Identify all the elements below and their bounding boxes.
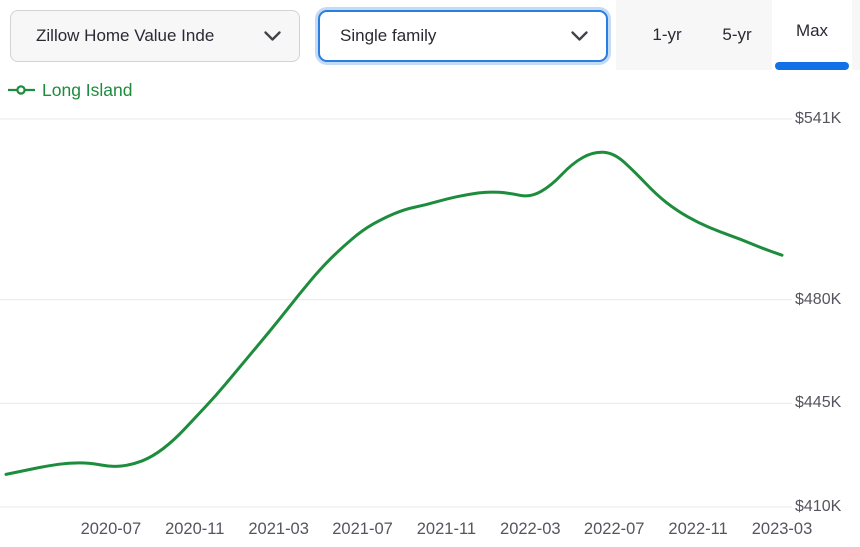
- chevron-down-icon: [264, 30, 281, 41]
- toolbar: Zillow Home Value Inde Single family 1-y…: [0, 0, 860, 70]
- metric-dropdown-value: Zillow Home Value Inde: [36, 26, 215, 45]
- x-axis-label: 2021-11: [416, 520, 477, 538]
- metric-dropdown[interactable]: Zillow Home Value Inde: [10, 10, 300, 62]
- y-axis-label: $410K: [795, 498, 842, 515]
- x-axis-label: 2022-11: [668, 520, 728, 538]
- home-type-dropdown-value: Single family: [340, 26, 437, 45]
- x-axis-label: 2020-11: [165, 520, 225, 538]
- tab-1yr[interactable]: 1-yr: [632, 0, 702, 70]
- legend-label: Long Island: [42, 79, 133, 100]
- x-axis-label: 2021-03: [248, 520, 309, 538]
- tab-5yr[interactable]: 5-yr: [702, 0, 772, 70]
- x-axis-label: 2020-07: [80, 520, 142, 538]
- y-axis-label: $480K: [795, 290, 842, 308]
- tab-5yr-label: 5-yr: [722, 25, 752, 44]
- y-axis-label: $541K: [795, 110, 842, 127]
- x-axis-label: 2022-03: [500, 520, 561, 538]
- y-axis-label: $445K: [795, 394, 842, 412]
- series-line-marker-icon: [8, 85, 35, 95]
- active-tab-underline: [775, 62, 849, 70]
- series-line-long-island[interactable]: [4, 150, 784, 476]
- x-axis-label: 2022-07: [583, 520, 645, 538]
- legend-item-long-island[interactable]: Long Island: [8, 78, 133, 102]
- range-tabs: 1-yr 5-yr Max: [616, 0, 860, 70]
- chart-area: Long Island $541K $480K $445K $410K 2020…: [0, 70, 860, 547]
- line-chart-svg: [0, 118, 792, 508]
- tab-max[interactable]: Max: [772, 0, 852, 70]
- x-axis-label: 2021-07: [332, 520, 393, 538]
- x-axis-label: 2023-03: [751, 520, 813, 538]
- tab-max-label: Max: [795, 21, 829, 40]
- tab-1yr-label: 1-yr: [652, 25, 682, 44]
- home-type-dropdown[interactable]: Single family: [318, 10, 608, 62]
- chevron-down-icon: [571, 30, 588, 41]
